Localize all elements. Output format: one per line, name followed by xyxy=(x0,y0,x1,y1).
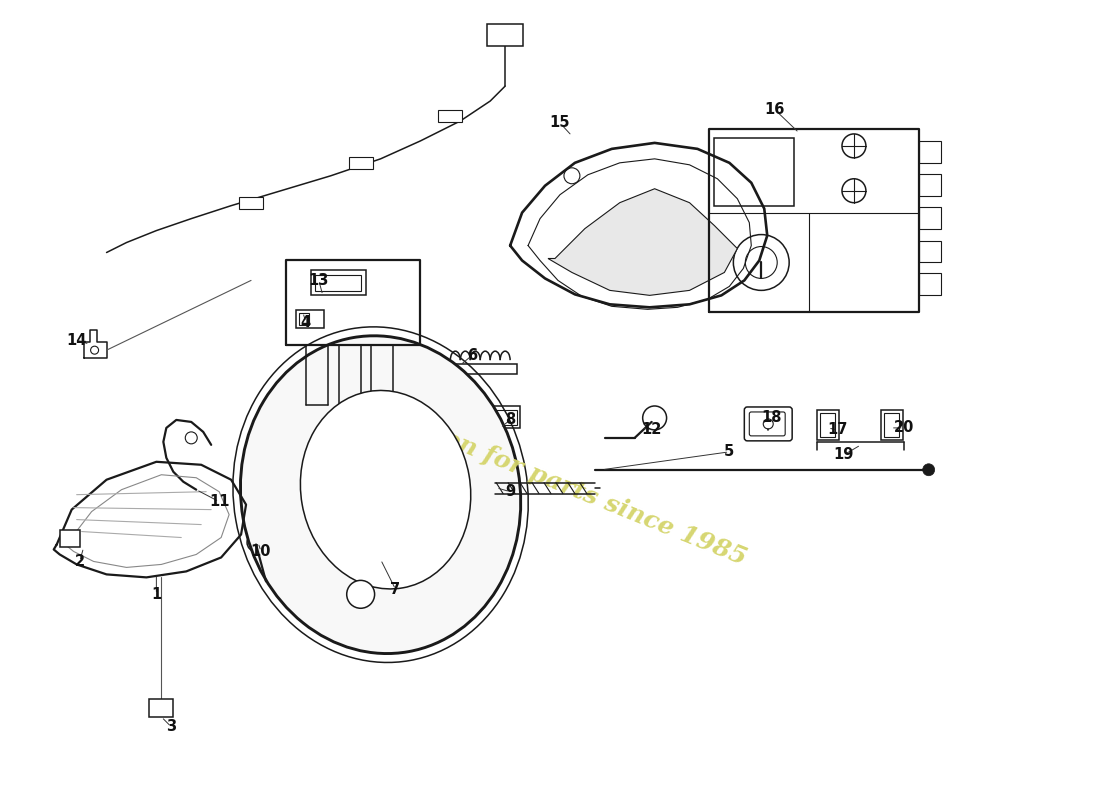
Polygon shape xyxy=(548,189,737,295)
Text: 19: 19 xyxy=(834,447,855,462)
Text: 16: 16 xyxy=(764,102,784,117)
Bar xyxy=(821,413,835,437)
Text: 6: 6 xyxy=(468,348,477,362)
Bar xyxy=(817,410,839,440)
Text: 13: 13 xyxy=(309,273,329,288)
Bar xyxy=(296,310,323,328)
Text: 14: 14 xyxy=(66,333,87,348)
Bar xyxy=(495,410,517,425)
Text: 2: 2 xyxy=(75,554,85,569)
FancyBboxPatch shape xyxy=(745,407,792,441)
Text: a passion for parts since 1985: a passion for parts since 1985 xyxy=(350,390,750,570)
Circle shape xyxy=(642,406,667,430)
Text: 7: 7 xyxy=(390,582,400,597)
Bar xyxy=(492,406,520,428)
Bar xyxy=(150,699,174,717)
Circle shape xyxy=(923,464,935,476)
Circle shape xyxy=(842,134,866,158)
Bar xyxy=(918,141,940,163)
Text: 15: 15 xyxy=(550,115,570,130)
Bar xyxy=(487,24,524,46)
Bar xyxy=(881,410,903,440)
Circle shape xyxy=(346,580,375,608)
Bar xyxy=(153,703,169,714)
Bar xyxy=(315,275,361,291)
Text: 3: 3 xyxy=(166,719,176,734)
Circle shape xyxy=(734,234,789,290)
Text: 5: 5 xyxy=(724,444,735,459)
Circle shape xyxy=(475,478,495,498)
Bar xyxy=(311,270,365,295)
Bar xyxy=(883,413,899,437)
Text: 10: 10 xyxy=(251,544,272,559)
Ellipse shape xyxy=(300,390,471,589)
Bar xyxy=(918,241,940,262)
Bar xyxy=(63,534,76,545)
Bar xyxy=(918,174,940,196)
Bar xyxy=(918,274,940,295)
Text: 1: 1 xyxy=(151,587,162,602)
Text: 11: 11 xyxy=(209,494,230,509)
Text: 20: 20 xyxy=(893,421,914,435)
Bar xyxy=(918,206,940,229)
Text: 4: 4 xyxy=(300,314,311,330)
Bar xyxy=(349,157,373,169)
Text: 12: 12 xyxy=(641,422,662,438)
Bar xyxy=(59,530,79,547)
Bar xyxy=(439,110,462,122)
Text: 17: 17 xyxy=(827,422,847,438)
Bar xyxy=(299,314,309,326)
Circle shape xyxy=(248,534,265,551)
Bar xyxy=(714,138,794,206)
Bar xyxy=(446,364,517,374)
Bar xyxy=(239,197,263,209)
Text: 18: 18 xyxy=(761,410,781,426)
Text: 8: 8 xyxy=(505,413,515,427)
Text: 9: 9 xyxy=(505,484,515,499)
Circle shape xyxy=(842,178,866,202)
Ellipse shape xyxy=(241,336,520,654)
